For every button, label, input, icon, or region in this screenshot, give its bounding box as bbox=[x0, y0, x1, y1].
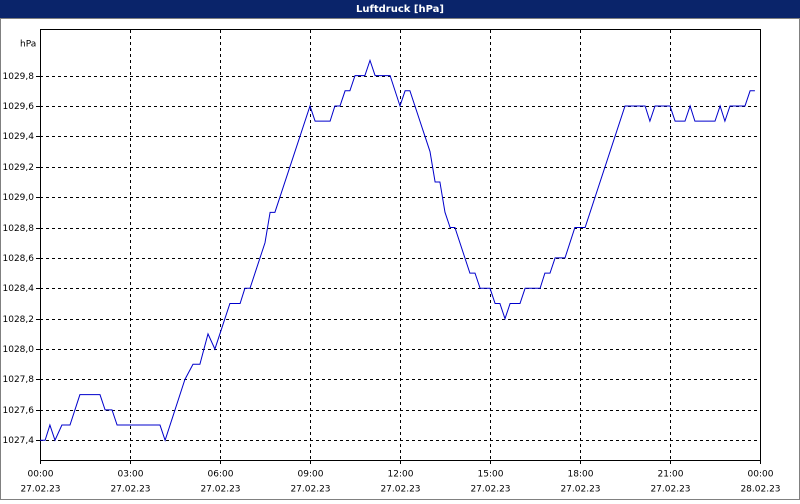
series-line bbox=[40, 58, 755, 442]
y-tick-label: 1027,6 bbox=[3, 406, 35, 416]
x-tick-label: 09:00 bbox=[298, 470, 324, 480]
y-tick-label: 1028,8 bbox=[3, 224, 35, 234]
y-unit: hPa bbox=[20, 40, 36, 50]
y-tick-label: 1027,4 bbox=[3, 436, 35, 446]
chart-title: Luftdruck [hPa] bbox=[356, 4, 444, 15]
x-tick-label: 18:00 bbox=[568, 470, 594, 480]
x-tick-label: 00:00 bbox=[28, 470, 54, 480]
title-bar bbox=[0, 0, 800, 18]
x-tick-date: 28.02.23 bbox=[740, 485, 780, 495]
x-tick-label: 00:00 bbox=[748, 470, 774, 480]
y-tick-label: 1028,4 bbox=[3, 284, 35, 294]
y-tick-label: 1029,8 bbox=[3, 72, 35, 82]
x-tick-date: 27.02.23 bbox=[470, 485, 510, 495]
x-tick-date: 27.02.23 bbox=[560, 485, 600, 495]
x-tick-date: 27.02.23 bbox=[290, 485, 330, 495]
y-tick-label: 1029,4 bbox=[3, 132, 35, 142]
y-tick-label: 1027,8 bbox=[3, 375, 35, 385]
x-tick-date: 27.02.23 bbox=[200, 485, 240, 495]
x-tick-date: 27.02.23 bbox=[650, 485, 690, 495]
y-tick-label: 1029,2 bbox=[3, 163, 35, 173]
x-tick-label: 21:00 bbox=[658, 470, 684, 480]
x-tick-label: 12:00 bbox=[388, 470, 414, 480]
x-tick-date: 27.02.23 bbox=[380, 485, 420, 495]
x-tick-label: 06:00 bbox=[208, 470, 234, 480]
y-tick-label: 1029,0 bbox=[3, 193, 35, 203]
y-tick-label: 1029,6 bbox=[3, 102, 35, 112]
y-tick-label: 1028,2 bbox=[3, 315, 35, 325]
x-tick-label: 15:00 bbox=[478, 470, 504, 480]
y-tick-label: 1028,6 bbox=[3, 254, 35, 264]
plot-frame bbox=[40, 29, 761, 461]
x-tick-date: 27.02.23 bbox=[110, 485, 150, 495]
x-tick-label: 03:00 bbox=[118, 470, 144, 480]
x-tick-date: 27.02.23 bbox=[20, 485, 60, 495]
y-tick-label: 1028,0 bbox=[3, 345, 35, 355]
